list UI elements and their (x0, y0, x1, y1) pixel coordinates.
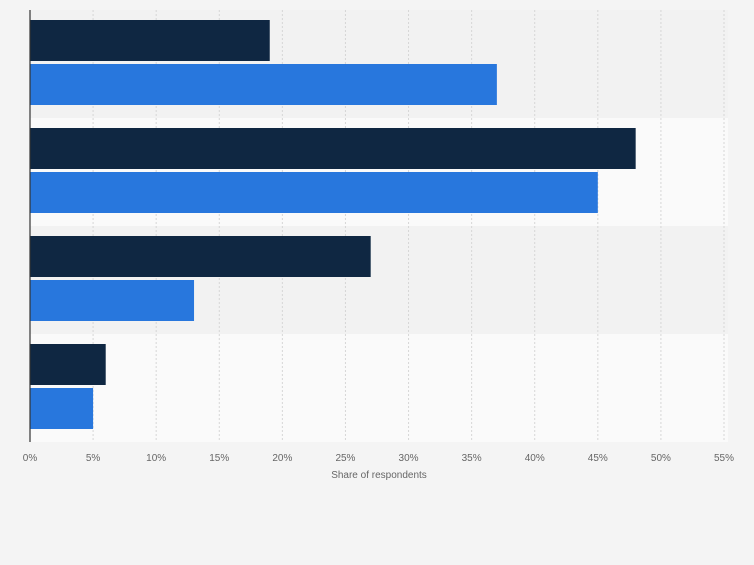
x-tick-label: 0% (23, 453, 38, 464)
bar-series-1-cat-4[interactable] (30, 344, 106, 385)
x-tick-label: 15% (209, 453, 229, 464)
category-band (30, 334, 728, 442)
bar-series-2-cat-4[interactable] (30, 388, 94, 429)
x-axis-label: Share of respondents (331, 470, 427, 481)
x-tick-label: 40% (525, 453, 545, 464)
bar-series-2-cat-2[interactable] (30, 172, 598, 213)
x-tick-label: 50% (651, 453, 671, 464)
bar-series-1-cat-3[interactable] (30, 236, 371, 277)
bar-series-1-cat-2[interactable] (30, 128, 636, 169)
bar-series-2-cat-3[interactable] (30, 280, 195, 321)
x-tick-label: 10% (146, 453, 166, 464)
x-tick-label: 45% (588, 453, 608, 464)
bar-series-2-cat-1[interactable] (30, 64, 497, 105)
x-tick-labels: 0% 5% 10% 15% 20% 25% 30% 35% 40% 45% 50% 55% (23, 453, 734, 464)
x-tick-label: 20% (272, 453, 292, 464)
x-tick-label: 55% (714, 453, 734, 464)
x-tick-label: 5% (86, 453, 101, 464)
bars (30, 20, 636, 429)
x-tick-label: 35% (462, 453, 482, 464)
bar-series-1-cat-1[interactable] (30, 20, 270, 61)
x-tick-label: 25% (335, 453, 355, 464)
x-tick-label: 30% (399, 453, 419, 464)
